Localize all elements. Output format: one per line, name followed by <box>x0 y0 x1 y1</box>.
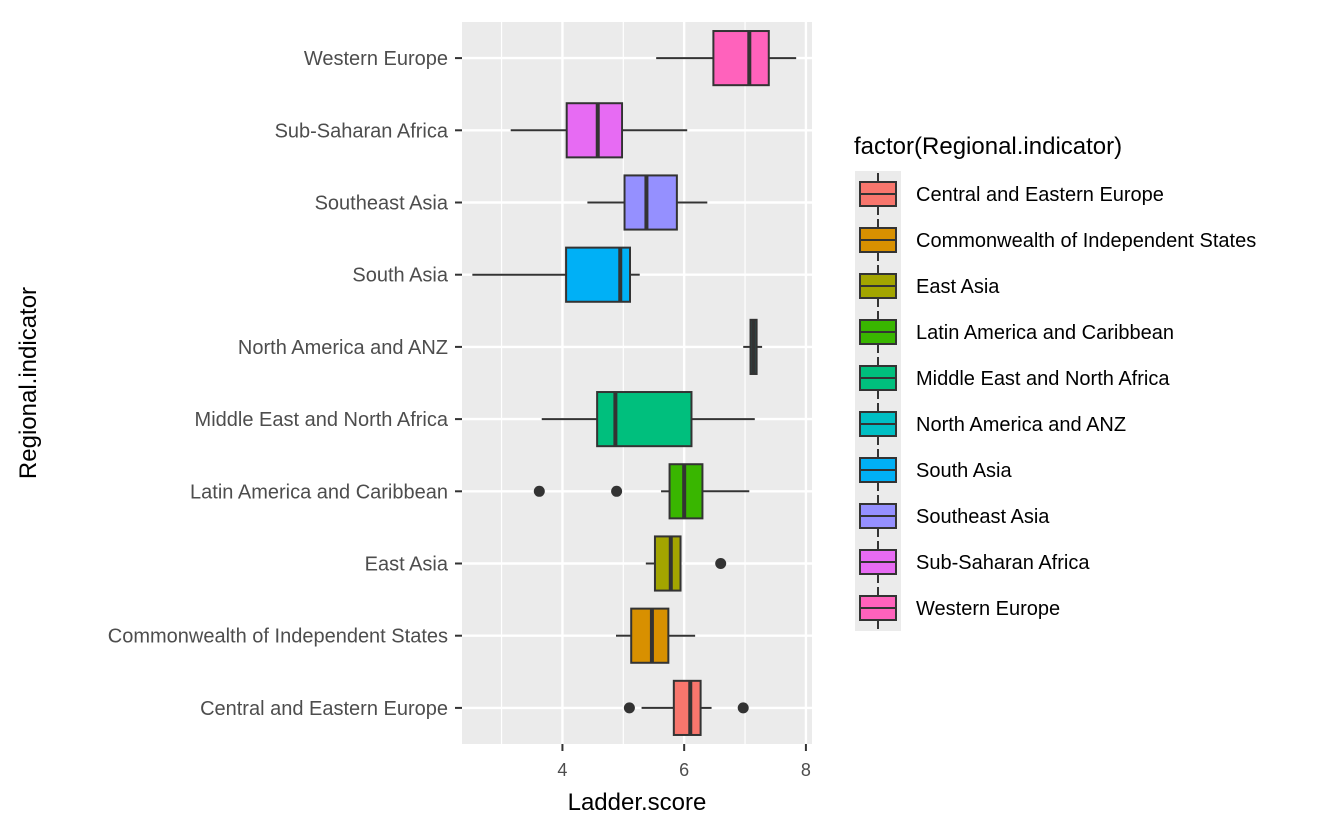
legend-label: Western Europe <box>916 598 1060 620</box>
box-iqr <box>623 174 678 231</box>
legend-label: Southeast Asia <box>916 506 1050 528</box>
y-tick-label: Latin America and Caribbean <box>190 481 448 503</box>
x-axis-title: Ladder.score <box>568 789 707 816</box>
legend-item: East Asia <box>859 265 1000 307</box>
y-tick-label: South Asia <box>352 265 449 287</box>
legend: factor(Regional.indicator) Central and E… <box>854 133 1256 631</box>
legend-label: Middle East and North Africa <box>916 368 1170 390</box>
box-layer <box>472 30 797 736</box>
x-tick-label: 8 <box>801 760 811 780</box>
box-1 <box>623 679 749 736</box>
y-axis-labels: Central and Eastern Europe Commonwealth o… <box>108 48 462 720</box>
y-tick-label: North America and ANZ <box>238 337 448 359</box>
legend-item: South Asia <box>859 449 1013 491</box>
legend-item: North America and ANZ <box>859 403 1126 445</box>
legend-label: Central and Eastern Europe <box>916 184 1164 206</box>
legend-title: factor(Regional.indicator) <box>854 133 1122 160</box>
y-tick-label: Commonwealth of Independent States <box>108 626 448 648</box>
box-3 <box>645 535 727 592</box>
box-iqr <box>596 391 693 448</box>
legend-item: Southeast Asia <box>859 495 1050 537</box>
legend-item: Latin America and Caribbean <box>859 311 1174 353</box>
box-iqr <box>565 102 624 159</box>
y-tick-label: Middle East and North Africa <box>195 409 449 431</box>
legend-label: Latin America and Caribbean <box>916 322 1174 344</box>
legend-item: Sub-Saharan Africa <box>859 541 1090 583</box>
legend-item: Commonwealth of Independent States <box>859 219 1256 261</box>
x-axis-ticks: 4 6 8 <box>557 744 811 780</box>
box-iqr <box>630 607 670 664</box>
outlier-point <box>715 558 727 569</box>
outlier-point <box>611 485 623 497</box>
box-5 <box>541 391 755 448</box>
y-axis-title: Regional.indicator <box>15 287 42 479</box>
x-tick-label: 6 <box>679 760 689 780</box>
y-tick-label: Western Europe <box>304 48 448 70</box>
box-8 <box>587 174 708 231</box>
legend-item: Central and Eastern Europe <box>859 173 1164 215</box>
y-tick-label: East Asia <box>365 554 449 576</box>
box-10 <box>656 30 797 87</box>
legend-label: North America and ANZ <box>916 414 1126 436</box>
box-6 <box>743 318 763 375</box>
x-tick-label: 4 <box>557 760 567 780</box>
box-7 <box>472 246 640 303</box>
outlier-point <box>737 702 749 714</box>
legend-label: Sub-Saharan Africa <box>916 552 1090 574</box>
box-2 <box>616 607 696 664</box>
legend-label: East Asia <box>916 276 1000 298</box>
y-tick-label: Southeast Asia <box>315 193 449 215</box>
box-9 <box>510 102 688 159</box>
legend-item: Middle East and North Africa <box>859 357 1170 399</box>
y-tick-label: Sub-Saharan Africa <box>275 120 449 142</box>
box-iqr <box>672 679 702 736</box>
y-tick-label: Central and Eastern Europe <box>200 698 448 720</box>
outlier-point <box>533 485 545 497</box>
legend-label: Commonwealth of Independent States <box>916 230 1256 252</box>
box-iqr <box>712 30 770 87</box>
box-iqr <box>653 535 682 592</box>
box-4 <box>533 463 750 520</box>
legend-label: South Asia <box>916 460 1013 482</box>
legend-item: Western Europe <box>859 587 1060 629</box>
outlier-point <box>623 702 635 714</box>
